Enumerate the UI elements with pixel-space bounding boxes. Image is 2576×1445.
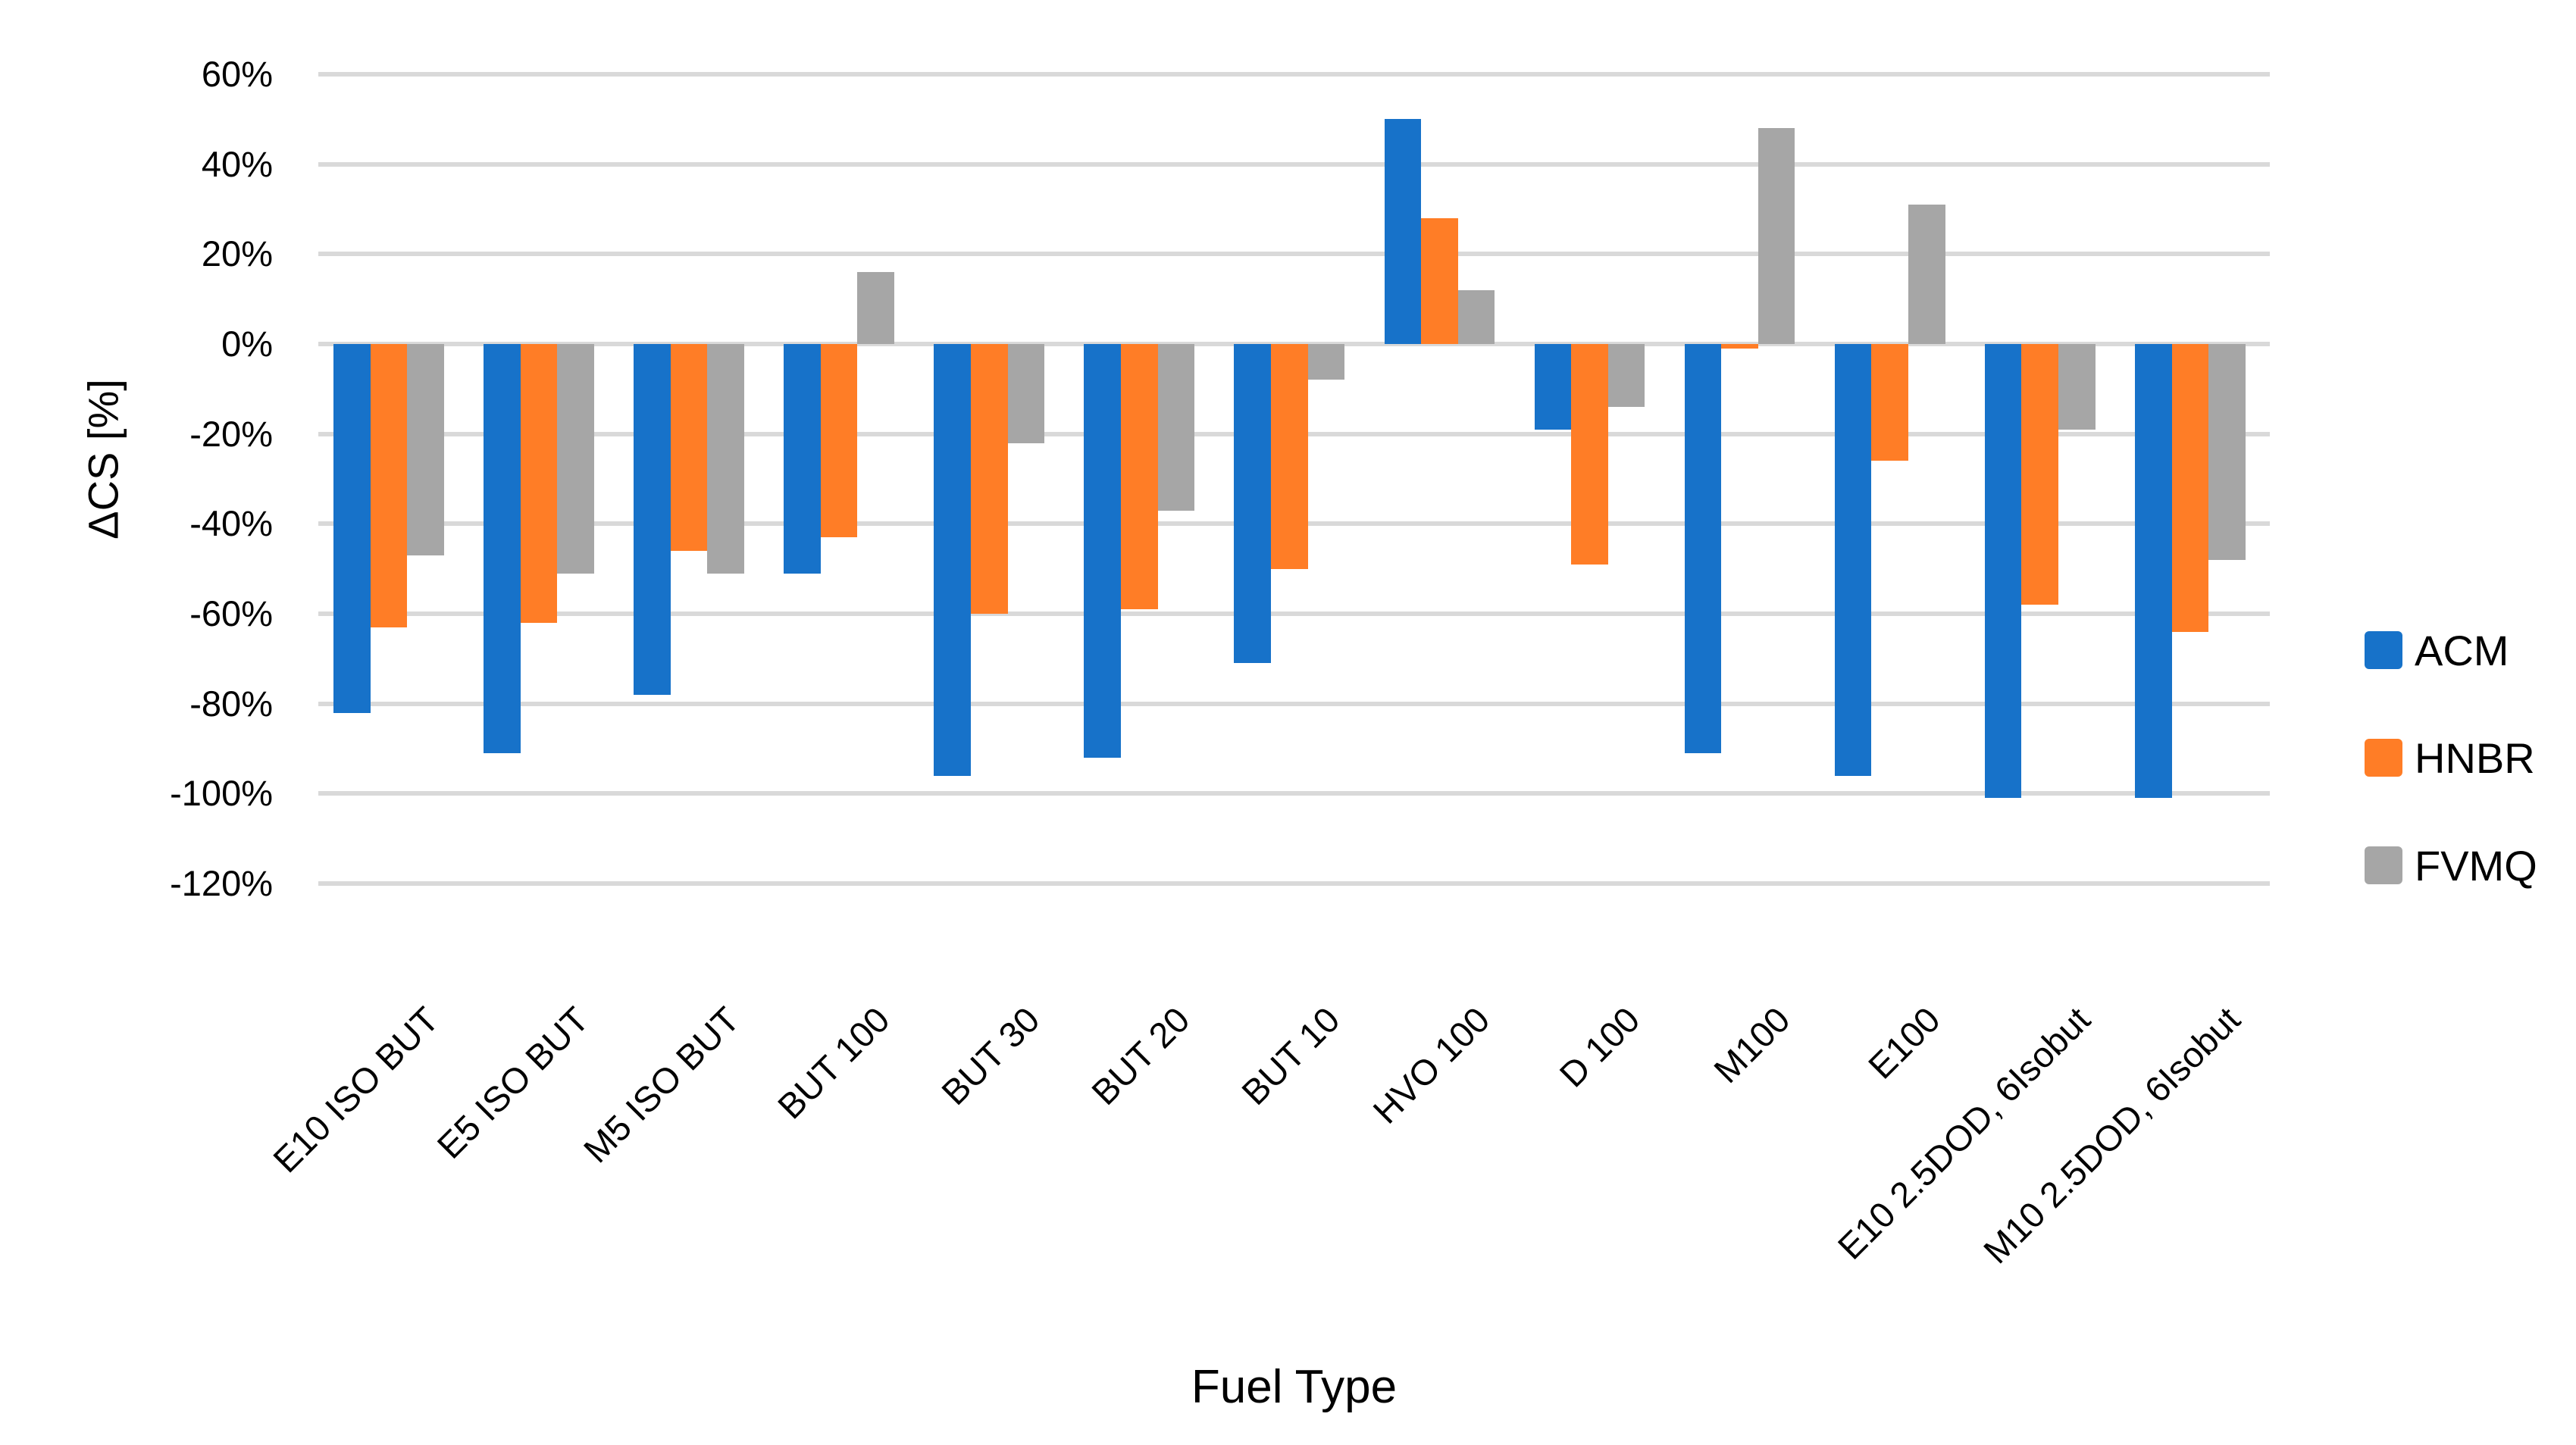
bar-acm-but-20 [1084, 344, 1121, 758]
legend-swatch-fvmq [2365, 846, 2402, 884]
x-axis-category-label: D 100 [1551, 999, 1648, 1095]
bar-acm-m5-iso-but [634, 344, 671, 695]
x-axis-category-label: BUT 100 [769, 999, 897, 1127]
bar-fvmq-but-10 [1307, 344, 1345, 380]
x-axis-title: Fuel Type [1191, 1361, 1398, 1413]
y-axis-tick-label: -120% [170, 863, 273, 903]
y-axis-tick-label: -100% [170, 773, 273, 814]
legend-entry-hnbr: HNBR [2365, 729, 2537, 787]
legend-label: ACM [2415, 626, 2509, 674]
x-axis-category-label: M5 ISO BUT [575, 999, 747, 1171]
bar-fvmq-m5-iso-but [707, 344, 744, 574]
bar-fvmq-hvo-100 [1457, 289, 1495, 344]
y-axis-tick-label: -20% [189, 413, 273, 454]
bar-acm-m10-2-5dod-6isobut [2134, 344, 2172, 799]
x-axis-category-label: E100 [1860, 999, 1948, 1087]
bar-hnbr-m5-iso-but [670, 344, 708, 551]
bar-hnbr-m100 [1721, 344, 1758, 349]
x-axis-category-label: HVO 100 [1365, 999, 1498, 1131]
bar-hnbr-e10-iso-but [370, 344, 408, 627]
y-axis-tick-label: 20% [201, 233, 273, 274]
bar-acm-hvo-100 [1384, 119, 1422, 344]
bar-fvmq-m10-2-5dod-6isobut [2208, 344, 2246, 560]
gridline [318, 791, 2270, 796]
y-axis-tick-label: -60% [189, 593, 273, 633]
gridline [318, 161, 2270, 167]
legend-label: HNBR [2415, 733, 2535, 782]
bar-fvmq-but-20 [1157, 344, 1195, 511]
gridline [318, 701, 2270, 706]
gridline [318, 881, 2270, 886]
bar-acm-but-30 [934, 344, 971, 776]
bar-acm-m100 [1684, 344, 1722, 753]
bar-hnbr-but-20 [1120, 344, 1158, 610]
bar-fvmq-but-100 [857, 272, 895, 344]
x-axis-category-label: E5 ISO BUT [429, 999, 597, 1166]
legend-entry-fvmq: FVMQ [2365, 837, 2537, 894]
y-axis-tick-label: 40% [201, 143, 273, 184]
y-axis-tick-label: 0% [221, 324, 273, 364]
bar-fvmq-e5-iso-but [557, 344, 594, 574]
bar-fvmq-m100 [1758, 128, 1795, 344]
x-axis-category-label: BUT 10 [1233, 999, 1347, 1113]
y-axis-tick-label: -40% [189, 503, 273, 544]
bar-hnbr-but-100 [820, 344, 858, 538]
legend-label: FVMQ [2415, 841, 2537, 890]
bar-hnbr-but-10 [1271, 344, 1308, 569]
x-axis-category-label: BUT 30 [933, 999, 1047, 1113]
bar-acm-d-100 [1534, 344, 1572, 430]
bar-hnbr-d-100 [1571, 344, 1608, 565]
bar-acm-e100 [1834, 344, 1872, 776]
bar-fvmq-e10-iso-but [407, 344, 444, 555]
legend: ACM HNBR FVMQ [2365, 621, 2537, 944]
bar-fvmq-e100 [1908, 205, 1945, 344]
plot-area [318, 72, 2270, 886]
bar-hnbr-e10-2-5dod-6isobut [2021, 344, 2059, 605]
x-axis-category-label: BUT 20 [1083, 999, 1197, 1113]
bar-hnbr-but-30 [970, 344, 1008, 614]
bar-hnbr-hvo-100 [1421, 217, 1458, 344]
bar-hnbr-e100 [1871, 344, 1908, 461]
x-axis-category-label: M10 2.5DOD, 6Isobut [1975, 999, 2248, 1271]
bar-fvmq-but-30 [1007, 344, 1045, 443]
y-axis-tick-label: 60% [201, 54, 273, 94]
x-axis-category-label: M100 [1706, 999, 1798, 1091]
gridline [318, 611, 2270, 616]
bar-acm-but-100 [784, 344, 821, 574]
x-axis-category-label: E10 ISO BUT [265, 999, 446, 1181]
bar-fvmq-e10-2-5dod-6isobut [2058, 344, 2096, 430]
x-axis-category-label: E10 2.5DOD, 6Isobut [1829, 999, 2098, 1267]
gridline [318, 72, 2270, 77]
bar-acm-e5-iso-but [484, 344, 521, 753]
y-axis-tick-label: -80% [189, 683, 273, 724]
bar-hnbr-e5-iso-but [520, 344, 558, 623]
bar-acm-but-10 [1234, 344, 1272, 664]
gridline [318, 252, 2270, 257]
legend-swatch-acm [2365, 631, 2402, 669]
bar-acm-e10-iso-but [333, 344, 371, 713]
bar-fvmq-d-100 [1607, 344, 1645, 408]
legend-swatch-hnbr [2365, 739, 2402, 777]
bar-hnbr-m10-2-5dod-6isobut [2171, 344, 2209, 632]
legend-entry-acm: ACM [2365, 621, 2537, 679]
bar-acm-e10-2-5dod-6isobut [1984, 344, 2022, 799]
